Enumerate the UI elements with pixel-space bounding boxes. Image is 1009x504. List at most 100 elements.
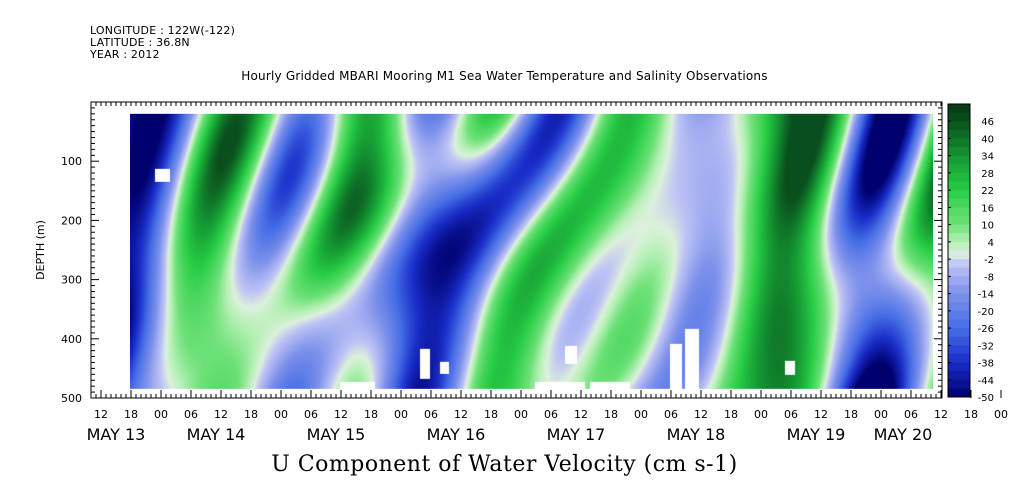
colorbar-label: 10 [981,221,994,232]
x-hour-tick-label: 06 [784,408,798,421]
colorbar-swatch [948,241,970,251]
x-hour-tick-label: 12 [934,408,948,421]
colorbar-swatch [948,112,970,122]
axes: 12 18 00 06 12 18 00 06 12 18 00 06 12 18 00 06 12 18 00 06… [34,101,1008,444]
x-hour-tick-label: 06 [184,408,198,421]
latitude-label: LATITUDE : 36.8N [90,36,190,49]
y-tick-label: 100 [61,155,82,168]
y-tick-label: 500 [61,392,82,405]
x-hour-tick-label: 00 [514,408,528,421]
colorbar-swatch [948,259,970,269]
colorbar-frame [947,103,971,398]
colorbar-swatch [948,379,970,389]
colorbar-swatch [948,293,970,303]
colorbar-swatch [948,172,970,183]
x-hour-tick-label: 12 [454,408,468,421]
colorbar-swatch [948,250,970,260]
colorbar-swatch [948,216,970,226]
colorbar-label: -2 [984,255,994,266]
colorbar-swatch [948,328,970,338]
colorbar-label: -38 [978,359,994,370]
x-day-tick-label: MAY 20 [874,425,933,444]
x-hour-tick-label: 18 [724,408,738,421]
colorbar-label: -14 [978,290,994,301]
colorbar-swatch [948,181,970,191]
x-hour-tick-label: 00 [274,408,288,421]
x-day-tick-label: MAY 13 [87,425,146,444]
plot-area [130,113,933,389]
x-hour-tick-label: 00 [634,408,648,421]
colorbar-label: -8 [984,272,994,283]
x-day-tick-label: MAY 15 [307,425,366,444]
longitude-label: LONGITUDE : 122W(-122) [90,24,236,37]
x-hour-tick-label: 18 [844,408,858,421]
x-hour-tick-label: 12 [574,408,588,421]
x-hour-tick-label: 18 [364,408,378,421]
colorbar-swatch [948,224,970,234]
colorbar-swatch [948,353,970,364]
x-hour-tick-label: 00 [874,408,888,421]
colorbar-label: 46 [981,117,994,128]
colorbar-swatch [948,198,970,208]
x-hour-tick-label: 18 [484,408,498,421]
colorbar-swatch [948,190,970,200]
x-hour-tick-label: 00 [994,408,1008,421]
colorbar: 46 40 34 28 22 16 10 4 -2 -8 -14 -20 -26 -32 -38 -44 -50 [947,103,994,404]
x-hour-tick-label: 12 [694,408,708,421]
colorbar-swatch [948,267,970,277]
colorbar-swatch [948,121,970,131]
heatmap-field [130,113,933,389]
colorbar-swatch [948,388,970,398]
x-day-tick-label: MAY 18 [667,425,726,444]
colorbar-swatch [948,155,970,165]
colorbar-swatch [948,284,970,295]
colorbar-swatch [948,207,970,217]
colorbar-swatch [948,345,970,355]
colorbar-label: 4 [988,238,994,249]
colorbar-swatch [948,129,970,139]
y-tick-label: 400 [61,333,82,346]
colorbar-label: -32 [978,341,994,352]
colorbar-label: -20 [978,307,994,318]
colorbar-swatch [948,302,970,312]
x-hour-tick-label: 18 [964,408,978,421]
colorbar-swatch [948,104,970,114]
x-day-tick-label: MAY 14 [187,425,246,444]
x-hour-tick-label: 18 [604,408,618,421]
colorbar-swatch [948,319,970,329]
colorbar-label: -26 [978,324,994,335]
colorbar-swatch [948,371,970,381]
x-hour-tick-label: 06 [544,408,558,421]
colorbar-swatch [948,310,970,320]
colorbar-label: 34 [981,152,994,163]
colorbar-swatch [948,147,970,157]
y-tick-label: 300 [61,274,82,287]
x-hour-tick-label: 18 [244,408,258,421]
x-hour-tick-label: 06 [424,408,438,421]
colorbar-swatch [948,164,970,174]
colorbar-swatch [948,233,970,243]
x-hour-tick-label: 18 [124,408,138,421]
colorbar-label: 16 [981,203,994,214]
x-hour-tick-label: 12 [814,408,828,421]
colorbar-label: 28 [981,169,994,180]
colorbar-swatch [948,336,970,346]
year-label: YEAR : 2012 [90,48,160,61]
colorbar-label: 22 [981,186,994,197]
chart-subtitle: Hourly Gridded MBARI Mooring M1 Sea Wate… [241,69,768,83]
x-hour-tick-label: 00 [394,408,408,421]
x-hour-tick-label: 06 [304,408,318,421]
y-axis-label: DEPTH (m) [34,220,47,280]
x-hour-tick-label: 12 [214,408,228,421]
colorbar-swatch [948,276,970,286]
x-hour-tick-label: 00 [154,408,168,421]
chart-title: U Component of Water Velocity (cm s-1) [271,452,738,477]
x-hour-tick-label: 00 [754,408,768,421]
colorbar-label: -50 [978,393,994,404]
x-day-tick-label: MAY 19 [787,425,846,444]
colorbar-label: 40 [981,134,994,145]
colorbar-swatch [948,138,970,148]
x-day-tick-label: MAY 16 [427,425,486,444]
colorbar-swatch [948,362,970,372]
